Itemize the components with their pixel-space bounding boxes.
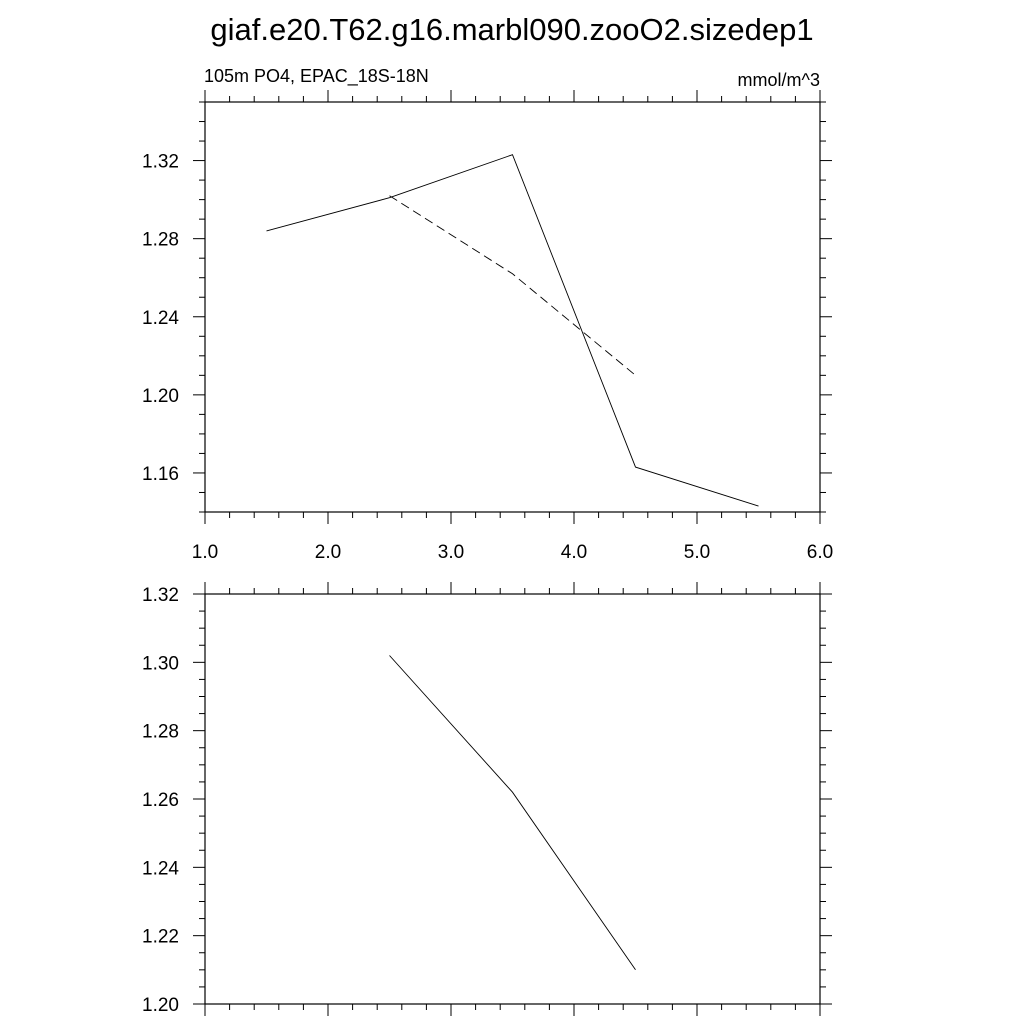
solid-series-line bbox=[389, 655, 636, 971]
x-tick-label: 2.0 bbox=[315, 542, 341, 563]
x-tick-label: 5.0 bbox=[684, 542, 710, 563]
dashed-series-line bbox=[389, 195, 636, 376]
y-tick-label: 1.32 bbox=[142, 152, 179, 173]
plot-frame bbox=[204, 593, 821, 1005]
y-tick-label: 1.22 bbox=[142, 927, 179, 948]
x-tick-label: 6.0 bbox=[807, 542, 833, 563]
top-panel-units-label: mmol/m^3 bbox=[738, 70, 820, 90]
x-tick-label: 1.0 bbox=[192, 542, 218, 563]
y-tick-label: 1.24 bbox=[142, 308, 179, 329]
x-tick-label: 4.0 bbox=[561, 542, 587, 563]
solid-series-line bbox=[266, 154, 759, 507]
x-tick-label: 3.0 bbox=[438, 542, 464, 563]
y-tick-label: 1.20 bbox=[142, 386, 179, 407]
top-panel: 105m PO4, EPAC_18S-18N mmol/m^3 1.16 1.20… bbox=[142, 66, 833, 563]
y-tick-label: 1.30 bbox=[142, 653, 179, 674]
y-tick-label: 1.26 bbox=[142, 790, 179, 811]
y-tick-label: 1.20 bbox=[142, 995, 179, 1016]
y-tick-label: 1.28 bbox=[142, 722, 179, 743]
bottom-panel: 1.20 1.22 1.24 1.26 1.28 1.30 1.32 bbox=[142, 582, 832, 1016]
y-tick-label: 1.28 bbox=[142, 230, 179, 251]
top-panel-left-label: 105m PO4, EPAC_18S-18N bbox=[204, 66, 429, 87]
plot-frame bbox=[204, 101, 821, 513]
y-tick-label: 1.16 bbox=[142, 464, 179, 485]
y-tick-label: 1.32 bbox=[142, 585, 179, 606]
chart-title: giaf.e20.T62.g16.marbl090.zooO2.sizedep1 bbox=[210, 12, 813, 47]
y-tick-label: 1.24 bbox=[142, 858, 179, 879]
